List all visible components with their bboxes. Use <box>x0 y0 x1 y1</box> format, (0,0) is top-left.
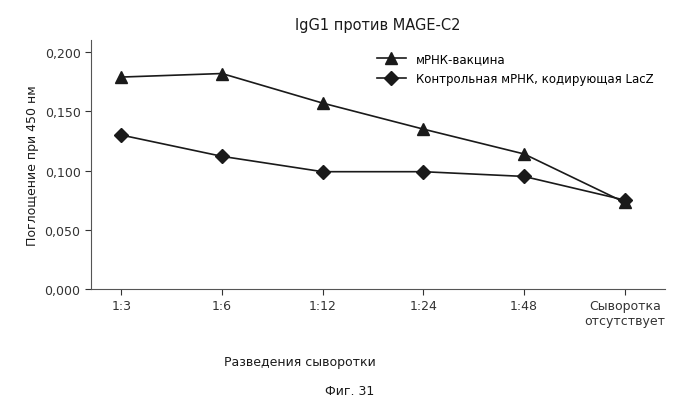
Контрольная мРНК, кодирующая LacZ <box>419 170 428 175</box>
Контрольная мРНК, кодирующая LacZ <box>218 154 226 159</box>
Y-axis label: Поглощение при 450 нм: Поглощение при 450 нм <box>26 85 39 245</box>
Text: Разведения сыворотки: Разведения сыворотки <box>224 356 376 368</box>
Контрольная мРНК, кодирующая LacZ <box>520 175 528 180</box>
мРНК-вакцина <box>520 152 528 157</box>
мРНК-вакцина <box>620 200 629 205</box>
мРНК-вакцина <box>318 101 327 106</box>
мРНК-вакцина <box>117 76 125 81</box>
Text: Фиг. 31: Фиг. 31 <box>326 385 374 397</box>
Legend: мРНК-вакцина, Контрольная мРНК, кодирующая LacZ: мРНК-вакцина, Контрольная мРНК, кодирующ… <box>371 47 659 92</box>
Контрольная мРНК, кодирующая LacZ <box>620 198 629 203</box>
Line: мРНК-вакцина: мРНК-вакцина <box>116 69 630 209</box>
Контрольная мРНК, кодирующая LacZ <box>117 133 125 138</box>
мРНК-вакцина <box>419 127 428 132</box>
Line: Контрольная мРНК, кодирующая LacZ: Контрольная мРНК, кодирующая LacZ <box>116 131 629 205</box>
мРНК-вакцина <box>218 72 226 77</box>
Title: IgG1 против MAGE-C2: IgG1 против MAGE-C2 <box>295 18 461 33</box>
Контрольная мРНК, кодирующая LacZ <box>318 170 327 175</box>
